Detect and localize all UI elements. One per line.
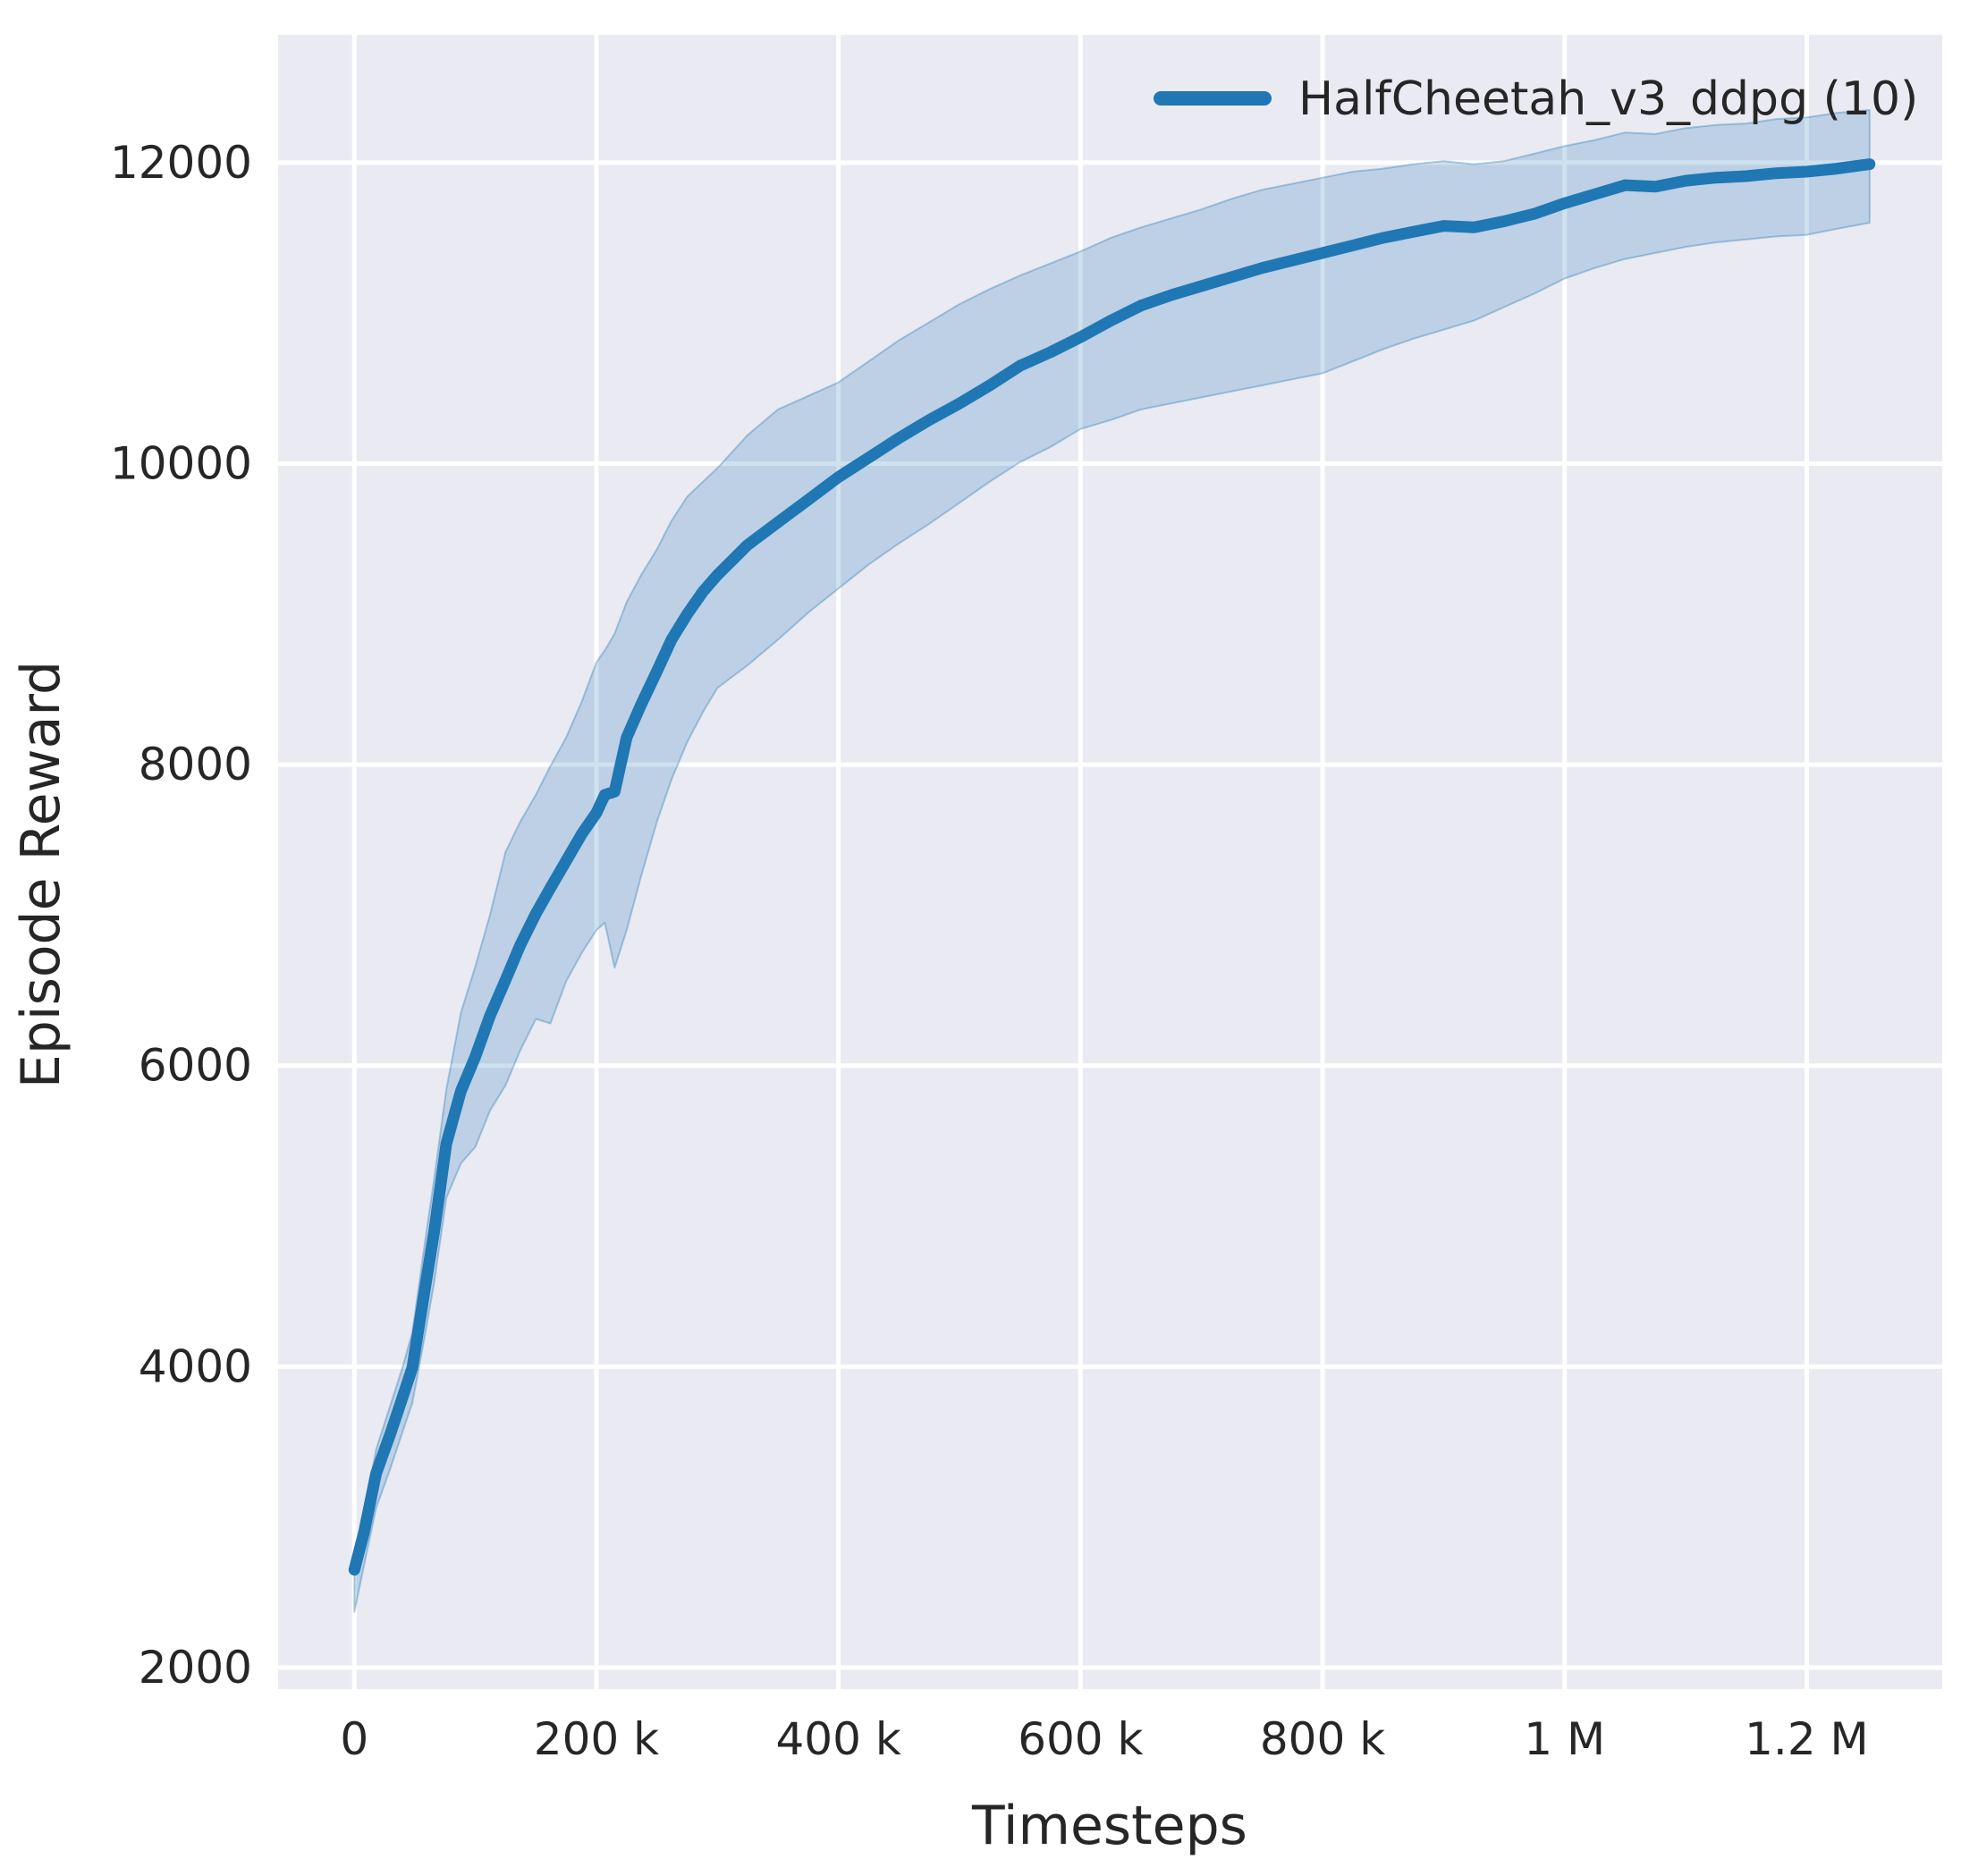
y-tick-label: 4000 [139, 1340, 252, 1392]
x-tick-label: 800 k [1260, 1713, 1385, 1765]
y-axis-label: Episode Reward [10, 661, 72, 1088]
legend: HalfCheetah_v3_ddpg (10) [1154, 72, 1918, 126]
confidence-band [353, 109, 1871, 1613]
y-tick-label: 10000 [110, 437, 252, 489]
y-tick-label: 2000 [139, 1642, 252, 1694]
x-tick-label: 1.2 M [1745, 1713, 1869, 1765]
y-tick-label: 8000 [139, 739, 252, 790]
y-tick-label: 6000 [139, 1040, 252, 1092]
x-axis-tick-labels: 0 200 k 400 k 600 k 800 k 1 M 1.2 M [340, 1713, 1868, 1765]
y-tick-label: 12000 [110, 137, 252, 189]
axes-background [278, 35, 1942, 1689]
x-tick-label: 200 k [534, 1713, 659, 1765]
x-axis-label: Timesteps [971, 1795, 1247, 1857]
x-tick-label: 0 [340, 1713, 368, 1765]
x-tick-label: 1 M [1524, 1713, 1605, 1765]
plot-area [348, 109, 1876, 1613]
x-tick-label: 400 k [776, 1713, 901, 1765]
y-axis-tick-labels: 2000 4000 6000 8000 10000 12000 [110, 137, 252, 1694]
gridlines [278, 35, 1942, 1689]
x-tick-label: 600 k [1018, 1713, 1143, 1765]
series-line [348, 158, 1876, 1576]
legend-label: HalfCheetah_v3_ddpg (10) [1298, 72, 1918, 126]
